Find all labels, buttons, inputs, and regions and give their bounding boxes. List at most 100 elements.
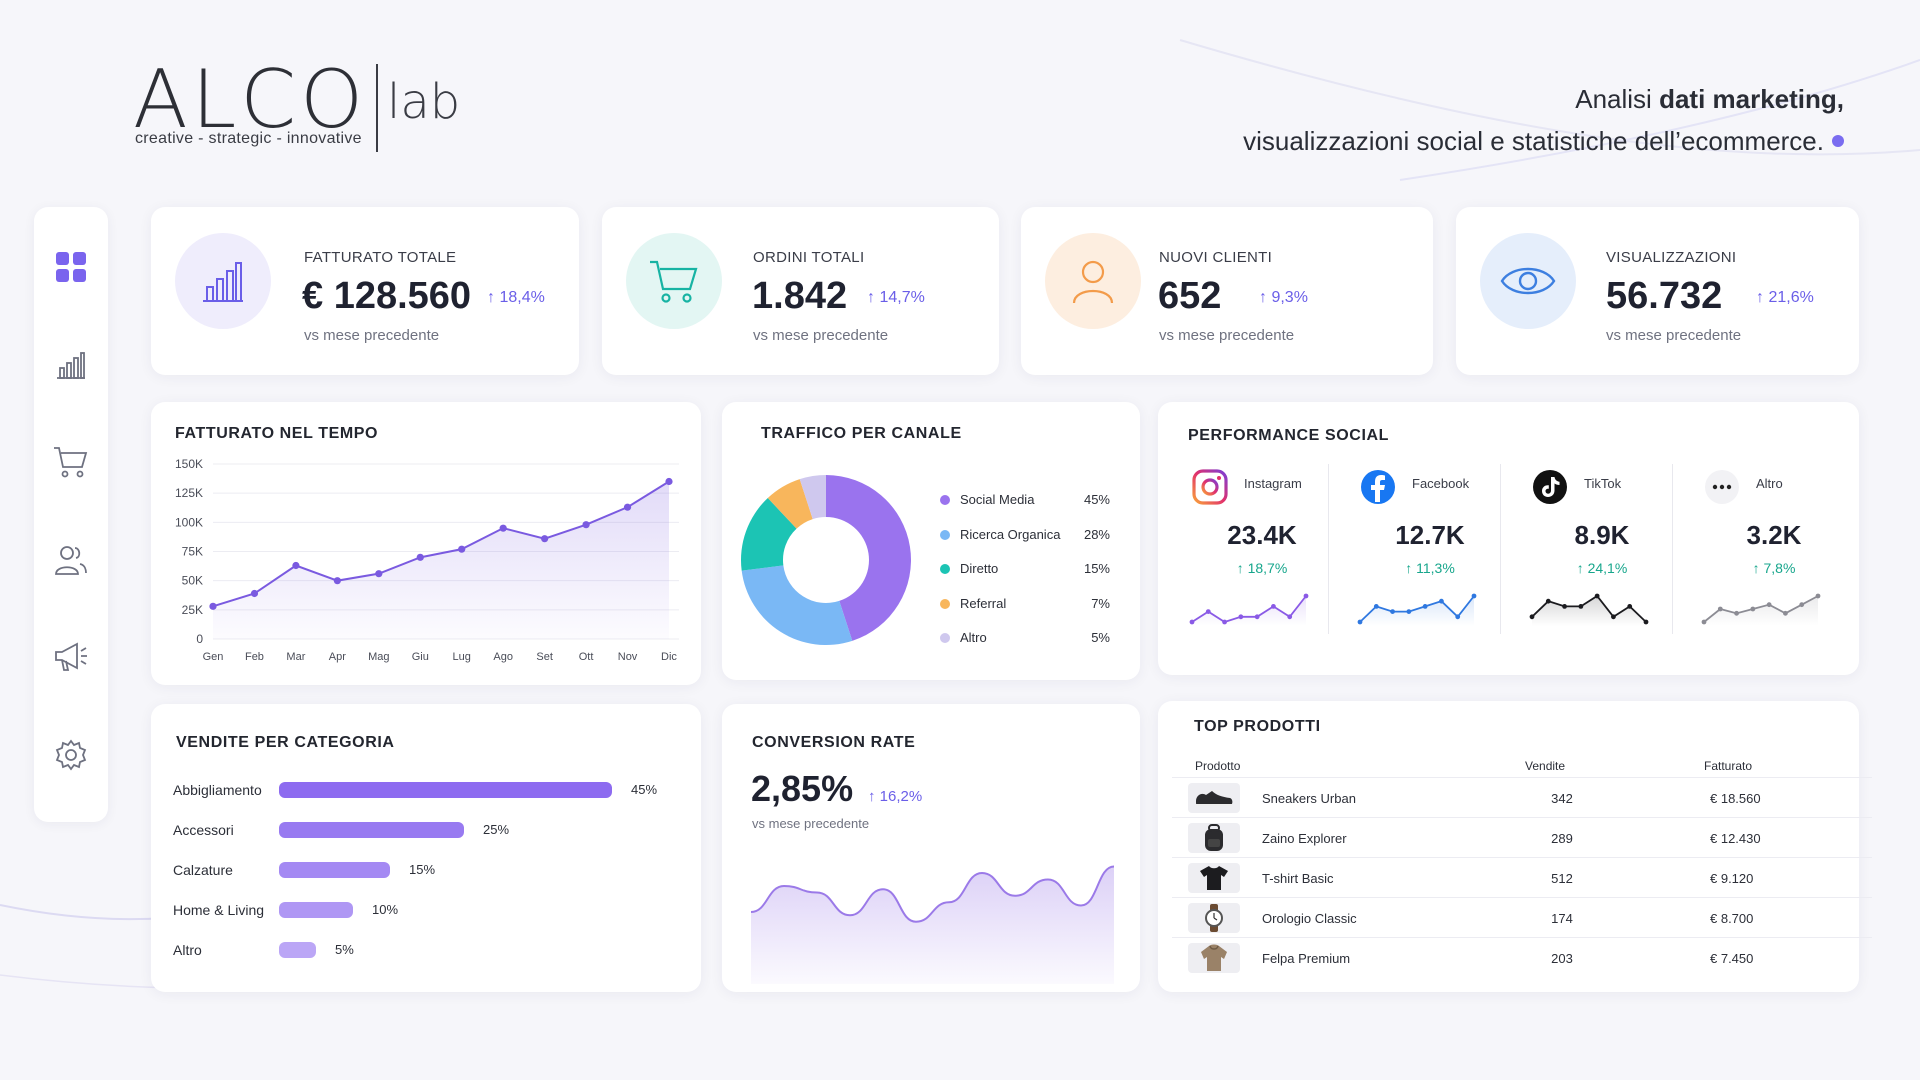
social-column-facebook[interactable]: Facebook 12.7K ↑ 11,3% (1357, 462, 1530, 632)
table-row[interactable]: T-shirt Basic 512 € 9.120 (1172, 857, 1872, 897)
table-row[interactable]: Zaino Explorer 289 € 12.430 (1172, 817, 1872, 857)
backpack-icon (1205, 824, 1223, 851)
revenue-point[interactable] (209, 602, 217, 610)
sparkline-area (1532, 596, 1646, 626)
sparkline-line (1531, 594, 1647, 623)
donut-slice[interactable] (826, 475, 911, 641)
kpi-icon-circle (626, 233, 722, 329)
x-tick-label: Set (536, 651, 553, 663)
revenue-point[interactable] (292, 561, 300, 570)
revenue-point[interactable] (458, 545, 466, 553)
conversion-line (750, 865, 1115, 923)
sparkline-line (1191, 595, 1307, 623)
legend-item[interactable]: Diretto 15% (940, 559, 1110, 579)
table-row[interactable]: Felpa Premium 203 € 7.450 (1172, 937, 1872, 977)
social-value: 8.9K (1574, 520, 1630, 550)
card-title: TRAFFICO PER CANALE (761, 425, 962, 442)
sparkline-point (1545, 598, 1551, 604)
legend-item[interactable]: Altro 5% (940, 628, 1110, 648)
donut-slice[interactable] (741, 498, 797, 571)
sparkline-point (1238, 614, 1244, 620)
kpi-subtext: vs mese precedente (1606, 327, 1742, 344)
product-revenue: € 12.430 (1710, 831, 1761, 846)
donut-slice[interactable] (767, 479, 813, 529)
kpi-value: € 128.560 (302, 275, 472, 317)
product-thumbnail (1188, 823, 1240, 853)
revenue-point[interactable] (623, 503, 632, 511)
category-row[interactable]: Calzature 15% (173, 860, 673, 880)
column-header-revenue[interactable]: Fatturato (1704, 759, 1753, 773)
kpi-subtext: vs mese precedente (753, 327, 889, 344)
revenue-point[interactable] (541, 535, 549, 543)
kpi-card-views[interactable]: VISUALIZZAZIONI 56.732 ↑ 21,6% vs mese p… (1456, 207, 1859, 375)
user-icon (1072, 260, 1114, 304)
revenue-point[interactable] (375, 570, 383, 578)
category-row[interactable]: Home & Living 10% (173, 900, 673, 920)
legend-item[interactable]: Referral 7% (940, 594, 1110, 614)
sparkline-point (1357, 619, 1363, 625)
category-bar (279, 942, 316, 958)
social-change: ↑ 7,8% (1752, 560, 1796, 576)
social-performance-card: PERFORMANCE SOCIAL Instagram 23.4K ↑ 18,… (1158, 402, 1859, 675)
y-tick-label: 125K (175, 486, 203, 500)
y-tick-label: 75K (182, 545, 203, 559)
tiktok-icon (1533, 470, 1567, 504)
legend-item[interactable]: Ricerca Organica 28% (940, 525, 1110, 545)
sparkline-line (1703, 595, 1819, 623)
revenue-point[interactable] (416, 553, 424, 561)
legend-value: 28% (1083, 526, 1110, 542)
product-revenue: € 18.560 (1710, 791, 1761, 806)
sparkline-point (1766, 602, 1772, 608)
sidebar-item-orders[interactable] (34, 437, 108, 487)
category-row[interactable]: Altro 5% (173, 940, 673, 960)
column-header-sales[interactable]: Vendite (1525, 759, 1566, 773)
sidebar-item-customers[interactable] (34, 535, 108, 585)
revenue-point[interactable] (250, 589, 259, 598)
sidebar-item-marketing[interactable] (34, 632, 108, 682)
sparkline-point (1205, 609, 1211, 614)
sparkline-point (1422, 604, 1428, 609)
kpi-card-revenue[interactable]: FATTURATO TOTALE € 128.560 ↑ 18,4% vs me… (151, 207, 579, 375)
sidebar-item-dashboard[interactable] (34, 242, 108, 292)
y-tick-label: 0 (196, 632, 203, 646)
category-value: 10% (372, 902, 399, 917)
x-tick-label: Mar (286, 651, 305, 663)
cart-icon (54, 447, 88, 478)
category-row[interactable]: Abbigliamento 45% (173, 780, 673, 800)
conversion-value: 2,85% (751, 768, 854, 809)
x-tick-label: Gen (203, 651, 224, 663)
gear-icon (55, 739, 87, 771)
y-tick-label: 25K (182, 603, 203, 617)
sparkline-point (1529, 614, 1535, 620)
sparkline-point (1815, 593, 1821, 599)
revenue-point[interactable] (333, 577, 341, 585)
social-change: ↑ 11,3% (1405, 560, 1455, 576)
kpi-card-orders[interactable]: ORDINI TOTALI 1.842 ↑ 14,7% vs mese prec… (602, 207, 999, 375)
sidebar-item-analytics[interactable] (34, 340, 108, 390)
kpi-change: ↑ 9,3% (1259, 289, 1308, 306)
legend-item[interactable]: Social Media 45% (940, 490, 1110, 510)
social-column-other[interactable]: Altro 3.2K ↑ 7,8% (1701, 462, 1874, 632)
donut-slice[interactable] (799, 475, 826, 520)
product-name: Sneakers Urban (1262, 791, 1356, 806)
logo-tagline: creative - strategic - innovative (135, 130, 362, 147)
column-header-product[interactable]: Prodotto (1195, 759, 1241, 773)
brand-logo[interactable]: ALCO lab creative - strategic - innovati… (133, 60, 463, 155)
table-row[interactable]: Sneakers Urban 342 € 18.560 (1172, 777, 1872, 817)
social-change: ↑ 24,1% (1576, 560, 1628, 576)
sidebar-item-settings[interactable] (34, 730, 108, 780)
social-column-instagram[interactable]: Instagram 23.4K ↑ 18,7% (1189, 462, 1362, 632)
social-column-tiktok[interactable]: TikTok 8.9K ↑ 24,1% (1529, 462, 1702, 632)
revenue-point[interactable] (499, 524, 507, 532)
social-value: 3.2K (1746, 520, 1802, 550)
tshirt-icon (1200, 866, 1228, 890)
table-row[interactable]: Orologio Classic 174 € 8.700 (1172, 897, 1872, 937)
category-row[interactable]: Accessori 25% (173, 820, 673, 840)
revenue-point[interactable] (582, 521, 590, 529)
revenue-point[interactable] (665, 477, 673, 486)
donut-slice[interactable] (741, 565, 853, 645)
category-bar (279, 862, 390, 878)
legend-swatch (940, 495, 950, 505)
kpi-card-new-customers[interactable]: NUOVI CLIENTI 652 ↑ 9,3% vs mese precede… (1021, 207, 1433, 375)
sparkline-point (1750, 606, 1756, 612)
